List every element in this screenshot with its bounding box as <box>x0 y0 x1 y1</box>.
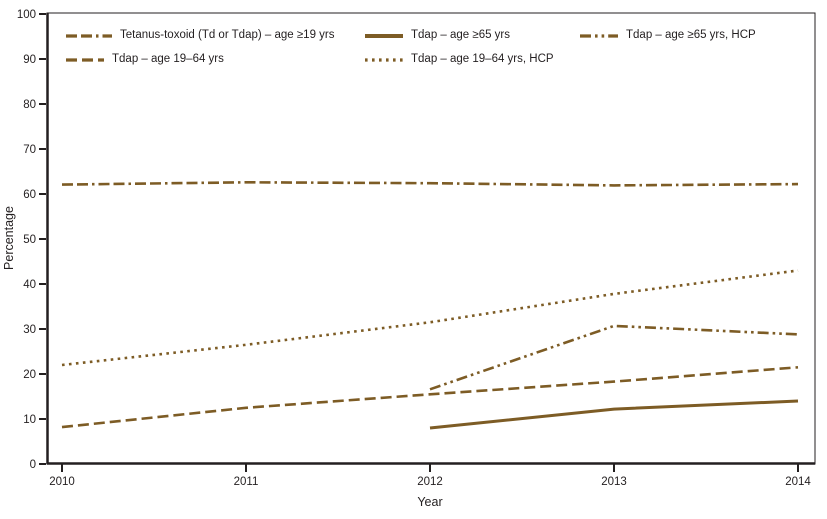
series-line-4 <box>429 324 799 391</box>
dash-dash-dot-line-icon <box>66 34 112 38</box>
dashed-line-icon <box>66 58 104 62</box>
legend-label: Tdap – age ≥65 yrs <box>411 29 511 42</box>
y-tick-label: 0 <box>30 459 36 471</box>
legend-column-2: Tdap – age ≥65 yrs Tdap – age 19–64 yrs,… <box>365 24 580 72</box>
legend-item-tdap-19-64-hcp: Tdap – age 19–64 yrs, HCP <box>365 48 580 72</box>
dotted-line-icon <box>365 58 403 62</box>
series-line-1 <box>61 366 799 429</box>
y-tick-label: 90 <box>23 54 36 66</box>
series-line-0 <box>61 180 799 187</box>
legend-column-3: Tdap – age ≥65 yrs, HCP <box>580 24 756 48</box>
legend: Tetanus-toxoid (Td or Tdap) – age ≥19 yr… <box>66 24 756 72</box>
solid-line-icon <box>365 34 403 38</box>
legend-label: Tdap – age 19–64 yrs, HCP <box>411 53 554 66</box>
y-tick-label: 20 <box>23 369 36 381</box>
legend-label: Tetanus-toxoid (Td or Tdap) – age ≥19 yr… <box>120 29 335 42</box>
legend-column-1: Tetanus-toxoid (Td or Tdap) – age ≥19 yr… <box>66 24 365 72</box>
y-tick-label: 100 <box>17 9 36 21</box>
y-tick-label: 30 <box>23 324 36 336</box>
legend-label: Tdap – age 19–64 yrs <box>112 53 224 66</box>
y-tick-label: 10 <box>23 414 36 426</box>
x-tick-label: 2014 <box>785 476 811 488</box>
legend-item-tdap-19-64: Tdap – age 19–64 yrs <box>66 48 365 72</box>
y-tick-label: 50 <box>23 234 36 246</box>
series-line-3 <box>61 269 799 367</box>
series-line-2 <box>429 399 799 430</box>
y-axis-title: Percentage <box>2 206 16 270</box>
x-tick-label: 2013 <box>601 476 627 488</box>
legend-item-tdap-65plus-hcp: Tdap – age ≥65 yrs, HCP <box>580 24 756 48</box>
y-tick-label: 70 <box>23 144 36 156</box>
x-tick-label: 2010 <box>49 476 75 488</box>
legend-item-tdap-65plus: Tdap – age ≥65 yrs <box>365 24 580 48</box>
x-tick-label: 2011 <box>234 476 259 488</box>
y-tick-label: 80 <box>23 99 36 111</box>
legend-item-td-19plus: Tetanus-toxoid (Td or Tdap) – age ≥19 yr… <box>66 24 365 48</box>
x-axis-title: Year <box>417 495 442 509</box>
y-tick-label: 40 <box>23 279 36 291</box>
x-tick-label: 2012 <box>417 476 443 488</box>
legend-label: Tdap – age ≥65 yrs, HCP <box>626 29 756 42</box>
y-tick-label: 60 <box>23 189 36 201</box>
plot-border <box>46 12 816 465</box>
dash-dot-dot-line-icon <box>580 34 618 38</box>
